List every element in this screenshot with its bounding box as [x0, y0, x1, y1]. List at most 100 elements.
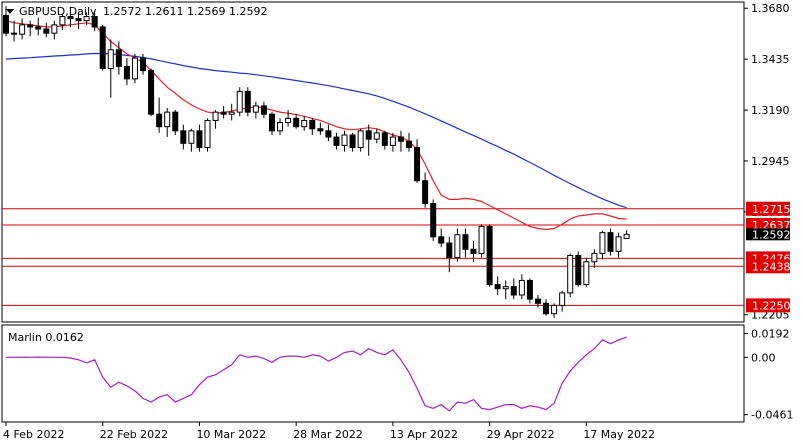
indicator-tick-label: 0.00 [751, 351, 776, 364]
candle-body [67, 16, 74, 20]
price-tick-label: 1.2945 [751, 155, 790, 168]
date-tick-label: 22 Feb 2022 [100, 428, 168, 441]
candle-body [623, 233, 630, 239]
candle-body [438, 236, 445, 244]
current-price-label: 1.2592 [752, 228, 791, 241]
candle-body [365, 130, 372, 140]
ma-fast-line [5, 20, 627, 231]
oscillator-group [6, 336, 627, 412]
candle-body [462, 234, 469, 250]
candle-body [615, 236, 622, 252]
candle-body [333, 136, 340, 146]
indicator-label: Marlin 0.0162 [8, 331, 84, 344]
candle-body [204, 119, 211, 148]
candle-body [172, 111, 179, 132]
candle-body [397, 136, 404, 142]
candle-body [373, 132, 380, 140]
candle-body [212, 111, 219, 121]
indicator-tick-label: 0.0192 [751, 327, 790, 340]
candle-body [325, 130, 332, 138]
candle-body [196, 130, 203, 148]
candle-body [285, 117, 292, 124]
candle-body [502, 286, 509, 290]
candles [3, 6, 630, 318]
candle-body [252, 105, 259, 113]
candle-body [599, 232, 606, 254]
candle-body [35, 26, 42, 30]
date-tick-label: 13 Apr 2022 [390, 428, 458, 441]
price-panel-frame [1, 1, 745, 323]
candle-body [293, 117, 300, 128]
candle-body [164, 111, 171, 128]
candle-body [551, 304, 558, 315]
candle-body [510, 286, 517, 296]
candle-body [575, 255, 582, 286]
current-price-bg [746, 228, 790, 241]
candle-body [389, 136, 396, 146]
candle-body [11, 32, 18, 35]
candle-body [567, 255, 574, 294]
level-label: 1.2715 [752, 203, 791, 216]
price-tick-label: 1.3435 [751, 53, 790, 66]
candle-body [357, 130, 364, 148]
candle-body [607, 232, 614, 252]
candle-body [260, 105, 267, 115]
candle-body [422, 180, 429, 205]
candle-body [301, 119, 308, 128]
candle-body [559, 292, 566, 306]
candle-body [317, 128, 324, 132]
date-tick-label: 4 Feb 2022 [3, 428, 64, 441]
candle-body [188, 130, 195, 144]
candle-body [180, 130, 187, 144]
candle-body [309, 119, 316, 130]
candle-body [268, 113, 275, 132]
candle-body [220, 111, 227, 115]
candle-body [75, 18, 82, 22]
ohlc-label: 1.2572 1.2611 1.2569 1.2592 [103, 5, 267, 18]
symbol-label: GBPUSD,Daily [19, 5, 97, 18]
candle-body [486, 225, 493, 286]
candle-body [494, 284, 501, 290]
candle-body [228, 111, 235, 115]
candle-body [83, 16, 90, 22]
level-label-bg [746, 298, 790, 313]
oscillator-line [6, 336, 627, 412]
date-tick-label: 28 Mar 2022 [293, 428, 363, 441]
level-label: 1.2438 [752, 260, 791, 273]
date-tick-label: 29 Apr 2022 [487, 428, 555, 441]
candle-body [140, 57, 147, 72]
candle-body [123, 65, 130, 80]
candle-body [3, 15, 9, 34]
indicator-tick-label: -0.0461 [751, 409, 793, 422]
candle-body [381, 132, 388, 146]
candle-body [51, 24, 58, 34]
price-tick-label: 1.3190 [751, 104, 790, 117]
indicator-axis: 0.0192 0.00 -0.0461 [744, 327, 793, 422]
candle-body [115, 49, 122, 67]
candle-body [470, 248, 477, 254]
candle-body [131, 57, 138, 80]
candle-body [107, 49, 114, 69]
ma-fast-group [5, 20, 627, 231]
indicator-panel-frame [1, 324, 745, 423]
date-tick-label: 17 May 2022 [583, 428, 655, 441]
price-tick-label: 1.3680 [751, 2, 790, 15]
level-label-bg [746, 201, 790, 216]
candle-body [43, 28, 50, 34]
candle-body [583, 261, 590, 286]
candle-body [591, 252, 598, 263]
candle-body [341, 134, 348, 146]
candle-body [59, 16, 66, 26]
candle-body [91, 16, 98, 28]
level-lines [2, 208, 744, 306]
candle-body [156, 113, 163, 128]
candle-body [534, 298, 541, 304]
candle-body [454, 234, 461, 259]
candle-body [543, 302, 550, 315]
collapse-triangle-icon[interactable] [6, 9, 14, 14]
level-label-bg [746, 259, 790, 274]
candle-body [414, 146, 421, 182]
candle-body [236, 90, 243, 113]
